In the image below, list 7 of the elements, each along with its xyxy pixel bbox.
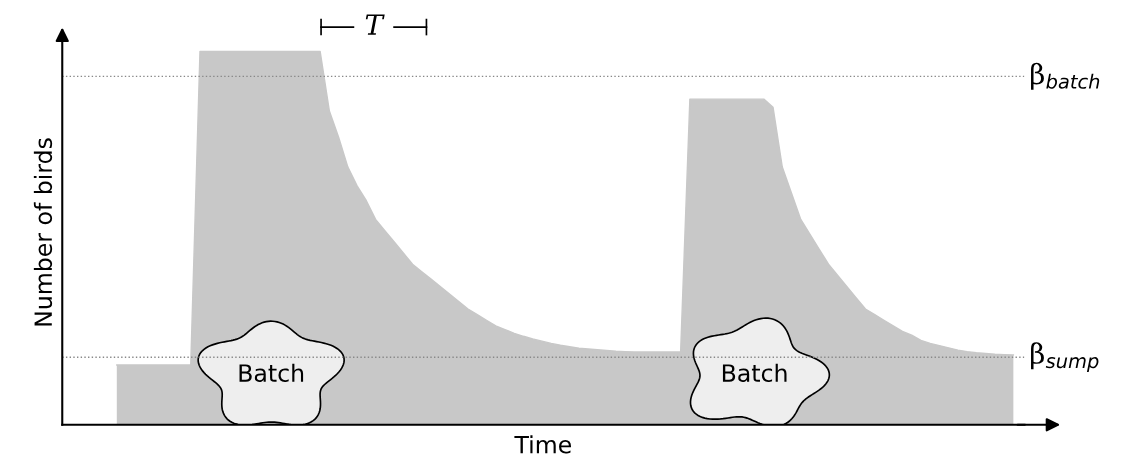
ref-line-label: β$_{batch}$: [1031, 62, 1100, 90]
y-axis-title: Number of birds: [33, 138, 53, 326]
text: T: [365, 14, 385, 35]
ref-line-label: β$_{sump}$: [1031, 342, 1099, 373]
annotation: Batch: [722, 363, 787, 382]
x-axis-title: Time: [514, 435, 571, 454]
annotation: Batch: [239, 363, 304, 382]
